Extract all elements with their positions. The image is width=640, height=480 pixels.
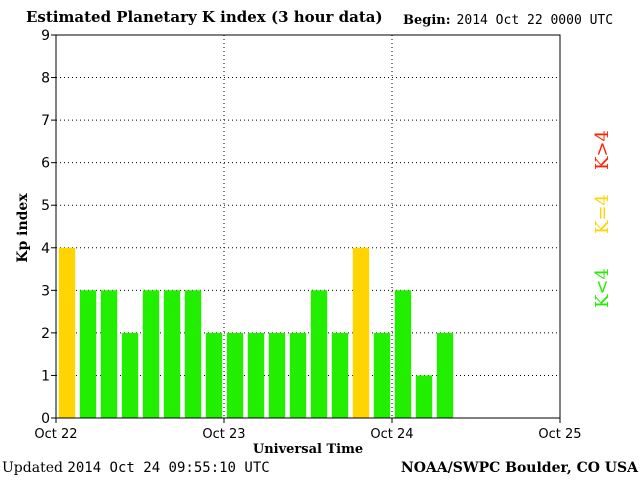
y-tick-label: 6	[41, 156, 50, 172]
y-axis-label: Kp index	[15, 193, 31, 263]
y-tick-label: 8	[41, 71, 50, 87]
updated-label: Updated	[2, 460, 63, 476]
y-tick-label: 9	[41, 28, 50, 44]
chart-title: Estimated Planetary K index (3 hour data…	[26, 8, 383, 26]
x-tick-label: Oct 25	[538, 427, 581, 442]
kp-bar	[310, 290, 328, 418]
kp-bar	[58, 247, 76, 418]
kp-bar	[331, 332, 349, 418]
begin-label: Begin:	[403, 13, 451, 28]
legend: K<4 K=4 K>4	[592, 130, 613, 308]
x-tick-label: Oct 24	[370, 427, 413, 442]
y-tick-label: 7	[41, 113, 50, 129]
legend-entry: K<4	[592, 268, 613, 308]
grid	[56, 35, 560, 418]
y-ticks: 0 1 2 3 4 5 6 7 8 9	[41, 28, 56, 427]
kp-bar	[268, 332, 286, 418]
legend-entry: K>4	[592, 130, 613, 170]
kp-bar	[247, 332, 265, 418]
y-tick-label: 4	[41, 241, 50, 257]
kp-bar	[352, 247, 370, 418]
x-axis-label: Universal Time	[253, 442, 363, 457]
kp-bar	[373, 332, 391, 418]
kp-bar	[142, 290, 160, 418]
kp-bar	[79, 290, 97, 418]
source-credit: NOAA/SWPC Boulder, CO USA	[400, 460, 638, 476]
begin-time: Begin: 2014 Oct 22 0000 UTC	[403, 13, 613, 28]
updated-timestamp: Updated 2014 Oct 24 09:55:10 UTC	[2, 460, 270, 476]
kp-bar	[394, 290, 412, 418]
kp-bar	[184, 290, 202, 418]
kp-bar	[415, 375, 433, 418]
begin-value: 2014 Oct 22 0000 UTC	[456, 13, 614, 28]
kp-bar	[289, 332, 307, 418]
bars	[58, 247, 454, 418]
y-tick-label: 0	[41, 411, 50, 427]
y-tick-label: 2	[41, 326, 50, 342]
kp-bar	[436, 332, 454, 418]
kp-bar	[205, 332, 223, 418]
updated-value: 2014 Oct 24 09:55:10 UTC	[67, 460, 270, 476]
plot-frame	[55, 34, 561, 419]
x-ticks: Oct 22 Oct 23 Oct 24 Oct 25	[34, 418, 582, 442]
legend-entry: K=4	[592, 194, 613, 234]
y-tick-label: 5	[41, 198, 50, 214]
kp-bar	[163, 290, 181, 418]
y-tick-label: 3	[41, 283, 50, 299]
kp-bar	[226, 332, 244, 418]
x-tick-label: Oct 22	[34, 427, 77, 442]
kp-bar	[121, 332, 139, 418]
y-tick-label: 1	[41, 368, 50, 384]
kp-bar	[100, 290, 118, 418]
x-tick-label: Oct 23	[202, 427, 245, 442]
